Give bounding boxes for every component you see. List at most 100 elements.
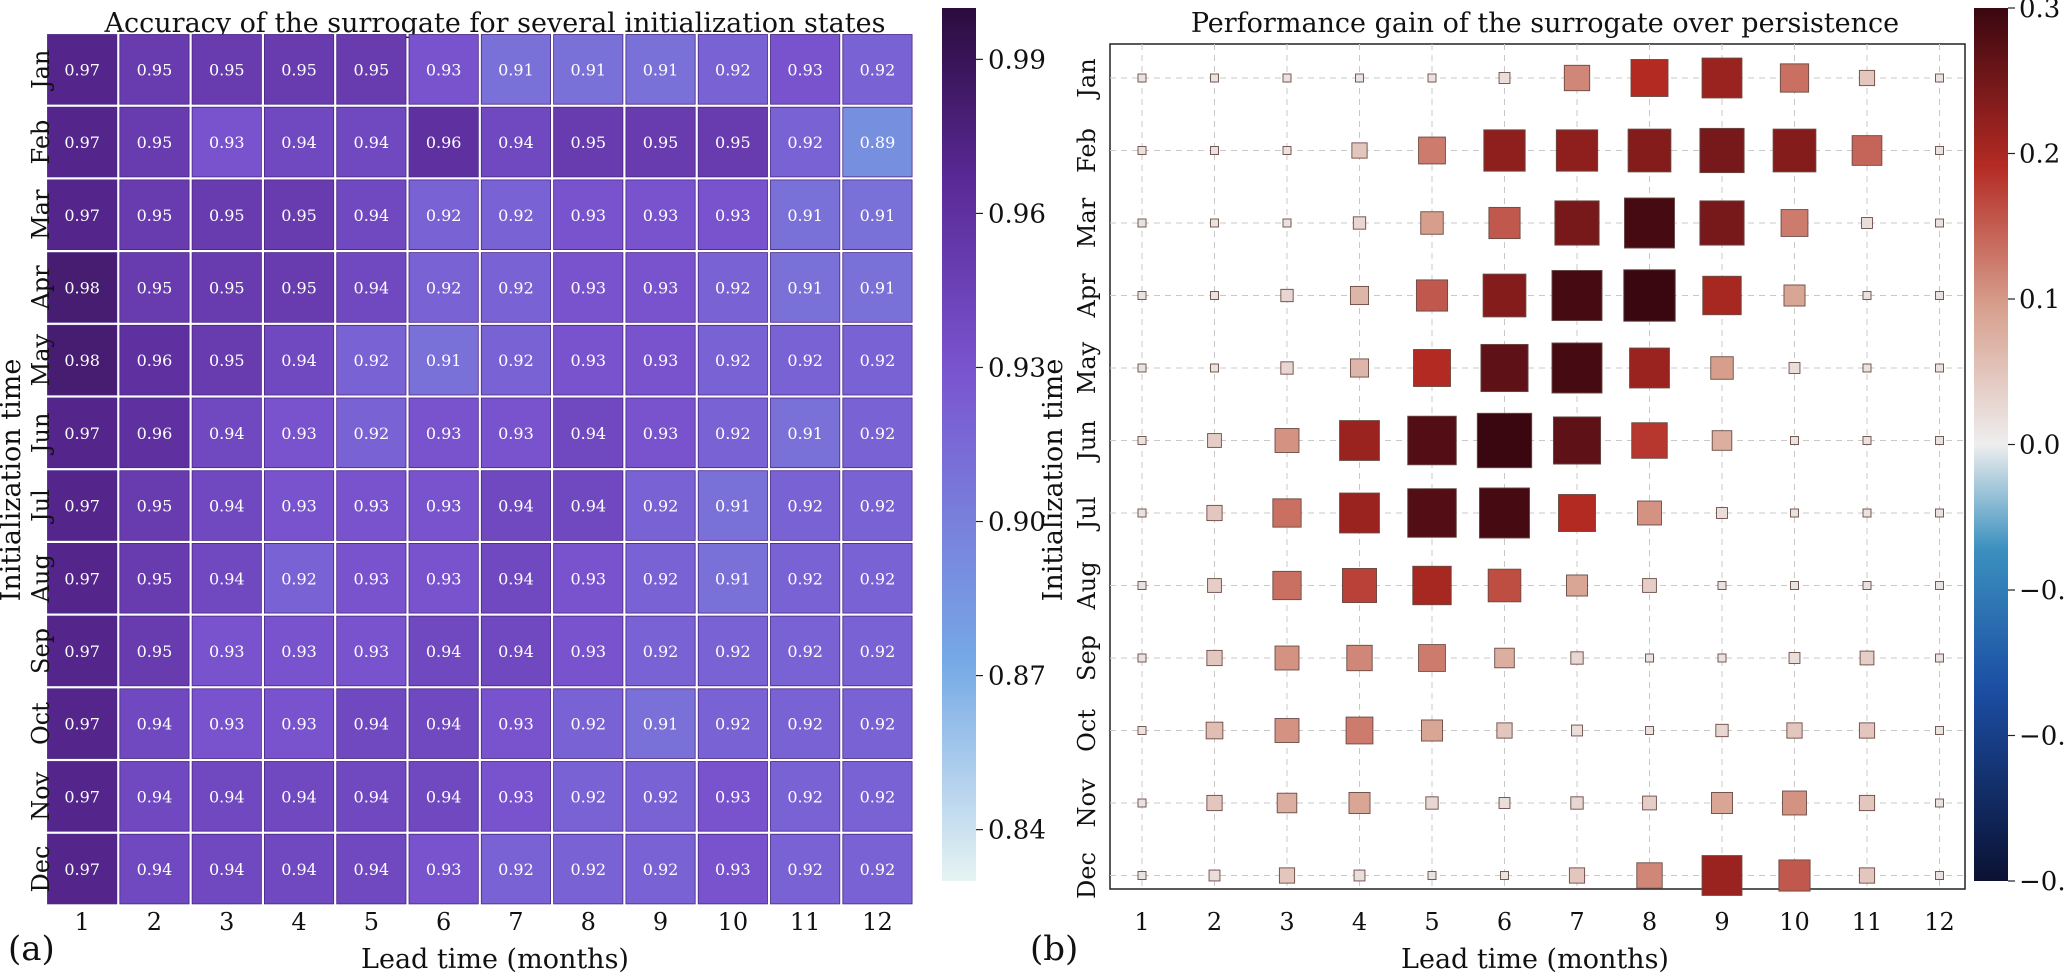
heatmap-cell — [625, 34, 696, 105]
colorbar-a-tick-label: 0.96 — [988, 199, 1046, 229]
heatmap-cell — [191, 615, 262, 687]
heatmap-cell-label: 0.91 — [715, 569, 751, 588]
heatmap-cell-label: 0.92 — [787, 787, 823, 806]
gain-marker — [1701, 57, 1743, 99]
gain-y-tick: Feb — [1073, 128, 1101, 173]
heatmap-cell-label: 0.91 — [498, 60, 534, 79]
heatmap-cell — [408, 833, 479, 905]
heatmap-cell-label: 0.95 — [281, 206, 317, 225]
heatmap-cell-label: 0.92 — [498, 351, 534, 370]
heatmap-cell — [553, 324, 624, 396]
gain-marker — [1778, 859, 1811, 892]
heatmap-cell — [553, 833, 624, 905]
heatmap-x-tick: 9 — [653, 908, 668, 936]
heatmap-cell — [336, 34, 407, 105]
heatmap-cell — [191, 34, 262, 105]
gain-y-tick: Dec — [1073, 852, 1101, 899]
heatmap-cell-label: 0.92 — [570, 860, 606, 879]
heatmap-cell — [47, 470, 118, 541]
heatmap-cell — [263, 34, 335, 105]
heatmap-cell-label: 0.95 — [281, 60, 317, 79]
heatmap-panel: Accuracy of the surrogate for several in… — [0, 8, 1046, 975]
heatmap-cells — [47, 34, 913, 905]
heatmap-x-tick: 12 — [862, 908, 893, 936]
gain-marker — [1137, 726, 1147, 735]
heatmap-x-tick: 11 — [790, 908, 821, 936]
heatmap-cell — [553, 252, 624, 323]
heatmap-cell-label: 0.95 — [137, 60, 173, 79]
heatmap-cell — [408, 688, 479, 759]
heatmap-cell — [47, 252, 118, 323]
heatmap-cell-label: 0.93 — [426, 424, 462, 443]
heatmap-cell — [119, 179, 190, 250]
heatmap-cell-label: 0.92 — [354, 424, 390, 443]
heatmap-cell-label: 0.94 — [209, 569, 245, 588]
heatmap-cell — [770, 252, 841, 323]
heatmap-y-tick: Jan — [27, 50, 55, 92]
gain-marker — [1349, 358, 1370, 378]
gain-marker — [1563, 64, 1591, 92]
gain-marker — [1935, 581, 1944, 590]
gain-y-tick: Mar — [1073, 197, 1101, 248]
heatmap-cell-label: 0.94 — [209, 424, 245, 443]
colorbar-a-tick-label: 0.87 — [988, 662, 1046, 692]
heatmap-cell — [263, 833, 335, 905]
gain-marker — [1701, 855, 1743, 896]
gain-y-tick: Aug — [1073, 561, 1101, 610]
heatmap-cell-label: 0.92 — [787, 133, 823, 152]
gain-marker — [1500, 871, 1509, 880]
gain-marker — [1137, 146, 1147, 155]
gain-marker — [1645, 653, 1654, 663]
heatmap-cell-label: 0.93 — [281, 642, 317, 661]
heatmap-cell-label: 0.98 — [64, 351, 100, 370]
heatmap-cell-label: 0.91 — [643, 60, 679, 79]
heatmap-cell — [119, 543, 190, 614]
heatmap-cell — [408, 106, 479, 178]
gain-marker — [1280, 361, 1294, 375]
heatmap-cell-label: 0.93 — [281, 497, 317, 516]
heatmap-cell — [47, 543, 118, 614]
heatmap-cell-label: 0.95 — [137, 642, 173, 661]
heatmap-cell-label: 0.97 — [64, 133, 100, 152]
heatmap-cell-label: 0.92 — [715, 351, 751, 370]
heatmap-cell-label: 0.92 — [860, 715, 896, 734]
heatmap-cell-label: 0.93 — [354, 497, 390, 516]
gain-x-ticks: 1 2 3 4 5 6 7 8 9 10 11 12 — [1134, 908, 1954, 936]
heatmap-cell-label: 0.94 — [209, 497, 245, 516]
gain-marker — [1274, 718, 1300, 743]
gain-marker — [1210, 363, 1219, 373]
heatmap-cell — [842, 324, 913, 396]
colorbar-b-tick-label: 0.3 — [2019, 0, 2060, 24]
heatmap-cell — [191, 252, 262, 323]
heatmap-cell — [770, 761, 841, 832]
gain-marker — [1137, 798, 1147, 808]
heatmap-cell — [47, 324, 118, 396]
heatmap-cell-label: 0.95 — [209, 278, 245, 297]
heatmap-cell-label: 0.93 — [643, 278, 679, 297]
heatmap-cell-label: 0.94 — [354, 715, 390, 734]
heatmap-cell-label: 0.93 — [209, 642, 245, 661]
heatmap-cell — [119, 252, 190, 323]
heatmap-x-tick: 3 — [219, 908, 234, 936]
heatmap-cell-label: 0.95 — [354, 60, 390, 79]
heatmap-cell — [480, 833, 551, 905]
gain-marker — [1137, 653, 1147, 663]
heatmap-cell-label: 0.91 — [787, 278, 823, 297]
heatmap-y-tick: Oct — [27, 702, 55, 745]
gain-marker — [1783, 284, 1806, 307]
heatmap-cell-label: 0.91 — [643, 715, 679, 734]
gain-marker — [1137, 363, 1147, 373]
heatmap-cell — [263, 179, 335, 250]
heatmap-x-tick: 4 — [291, 908, 306, 936]
heatmap-cell — [263, 615, 335, 687]
heatmap-cell — [480, 324, 551, 396]
heatmap-x-tick: 2 — [147, 908, 162, 936]
heatmap-cell — [191, 470, 262, 541]
heatmap-x-tick: 8 — [581, 908, 596, 936]
heatmap-cell-label: 0.95 — [137, 133, 173, 152]
heatmap-cell-label: 0.92 — [715, 60, 751, 79]
heatmap-x-label: Lead time (months) — [361, 944, 629, 975]
heatmap-cell — [408, 761, 479, 832]
gain-marker — [1935, 73, 1944, 83]
heatmap-cell-label: 0.93 — [570, 278, 606, 297]
